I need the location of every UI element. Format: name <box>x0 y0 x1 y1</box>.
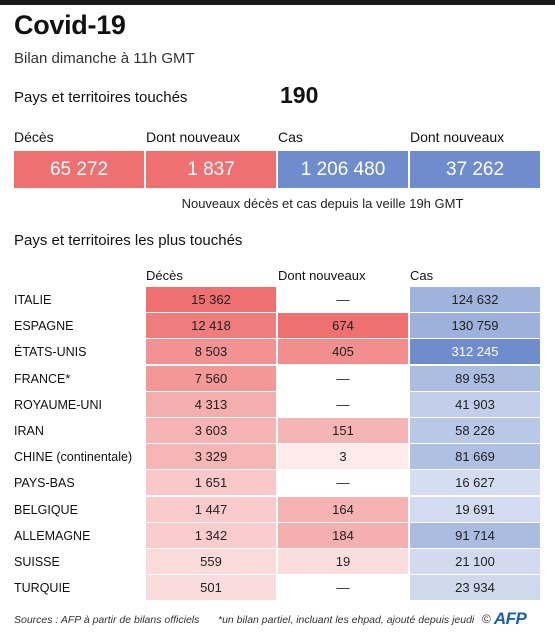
deaths-cell: 7 560 <box>146 365 276 391</box>
col-header-cases: Cas <box>410 268 434 283</box>
country-name: BELGIQUE <box>14 502 78 517</box>
country-name: ESPAGNE <box>14 319 74 334</box>
cases-cell: 91 714 <box>410 522 540 548</box>
deaths-cell: 501 <box>146 575 276 601</box>
table-row: BELGIQUE 1 447 164 19 691 <box>0 496 555 523</box>
table-row: ROYAUME-UNI 4 313 — 41 903 <box>0 391 555 418</box>
country-name: ALLEMAGNE <box>14 528 91 543</box>
deaths-cell: 559 <box>146 549 276 574</box>
page-title: Covid-19 <box>14 10 126 40</box>
table-row: PAYS-BAS 1 651 — 16 627 <box>0 470 555 496</box>
summary-header-new-cases: Dont nouveaux <box>410 129 505 145</box>
afp-credit: © AFP <box>482 609 527 629</box>
summary-new-deaths-box: 1 837 <box>146 151 276 188</box>
table-row: ESPAGNE 12 418 674 130 759 <box>0 313 555 339</box>
subtitle: Bilan dimanche à 11h GMT <box>14 50 195 67</box>
new-deaths-cell: — <box>336 370 350 386</box>
new-deaths-cell: 184 <box>278 522 408 548</box>
new-deaths-cell: — <box>336 580 350 596</box>
cases-cell: 89 953 <box>410 365 540 391</box>
country-name: FRANCE* <box>14 371 71 386</box>
cases-cell: 124 632 <box>410 287 540 312</box>
deaths-cell: 3 329 <box>146 444 276 470</box>
table-row: FRANCE* 7 560 — 89 953 <box>0 365 555 392</box>
country-name: ITALIE <box>14 293 52 307</box>
new-deaths-cell: — <box>336 396 350 412</box>
country-name: ÉTATS-UNIS <box>14 345 87 360</box>
deaths-cell: 4 313 <box>146 391 276 417</box>
cases-cell: 81 669 <box>410 444 540 470</box>
afp-logo: AFP <box>493 609 527 628</box>
summary-deaths-box: 65 272 <box>14 151 144 188</box>
deaths-cell: 1 651 <box>146 470 276 496</box>
summary-header-new-deaths: Dont nouveaux <box>146 129 241 145</box>
summary-new-cases-box: 37 262 <box>410 151 540 188</box>
table-row: ITALIE 15 362 — 124 632 <box>0 287 555 313</box>
cases-cell: 16 627 <box>410 470 540 496</box>
col-header-new-deaths: Dont nouveaux <box>278 268 366 283</box>
table-row: CHINE (continentale) 3 329 3 81 669 <box>0 444 555 470</box>
section-title: Pays et territoires les plus touchés <box>14 232 243 249</box>
deaths-cell: 8 503 <box>146 339 276 365</box>
sources: Sources : AFP à partir de bilans officie… <box>14 614 200 626</box>
cases-cell: 23 934 <box>410 575 540 601</box>
new-deaths-cell: 151 <box>278 418 408 443</box>
country-name: SUISSE <box>14 555 60 569</box>
new-deaths-cell: 3 <box>278 444 408 470</box>
cases-cell: 312 245 <box>410 339 540 365</box>
deaths-cell: 1 342 <box>146 522 276 548</box>
top-bar <box>0 0 555 5</box>
cases-cell: 19 691 <box>410 496 540 522</box>
new-deaths-cell: — <box>336 475 350 491</box>
copyright-icon: © <box>482 612 491 626</box>
country-name: CHINE (continentale) <box>14 450 133 465</box>
col-header-deaths: Décès <box>146 268 183 283</box>
new-deaths-cell: 674 <box>278 313 408 339</box>
cases-cell: 41 903 <box>410 391 540 417</box>
new-deaths-cell: — <box>336 292 350 307</box>
cases-cell: 21 100 <box>410 549 540 574</box>
countries-label: Pays et territoires touchés <box>14 89 188 106</box>
table-row: SUISSE 559 19 21 100 <box>0 549 555 575</box>
deaths-cell: 3 603 <box>146 418 276 443</box>
table-row: ÉTATS-UNIS 8 503 405 312 245 <box>0 339 555 365</box>
table-row: TURQUIE 501 — 23 934 <box>0 575 555 601</box>
cases-cell: 58 226 <box>410 418 540 443</box>
deaths-cell: 12 418 <box>146 313 276 339</box>
footnote: *un bilan partiel, incluant les ehpad, a… <box>218 614 475 626</box>
country-name: ROYAUME-UNI <box>14 397 102 412</box>
summary-header-deaths: Décès <box>14 129 54 145</box>
summary-header-cases: Cas <box>278 129 303 145</box>
cases-cell: 130 759 <box>410 313 540 339</box>
country-name: PAYS-BAS <box>14 476 75 491</box>
new-deaths-cell: 405 <box>278 339 408 365</box>
new-deaths-cell: 19 <box>278 549 408 574</box>
table-row: ALLEMAGNE 1 342 184 91 714 <box>0 522 555 549</box>
countries-value: 190 <box>280 82 319 108</box>
table-row: IRAN 3 603 151 58 226 <box>0 418 555 444</box>
deaths-cell: 1 447 <box>146 496 276 522</box>
country-name: IRAN <box>14 424 44 438</box>
deaths-cell: 15 362 <box>146 287 276 312</box>
new-deaths-cell: 164 <box>278 496 408 522</box>
country-name: TURQUIE <box>14 581 71 596</box>
summary-note: Nouveaux décès et cas depuis la veille 1… <box>181 196 464 211</box>
summary-cases-box: 1 206 480 <box>278 151 408 188</box>
